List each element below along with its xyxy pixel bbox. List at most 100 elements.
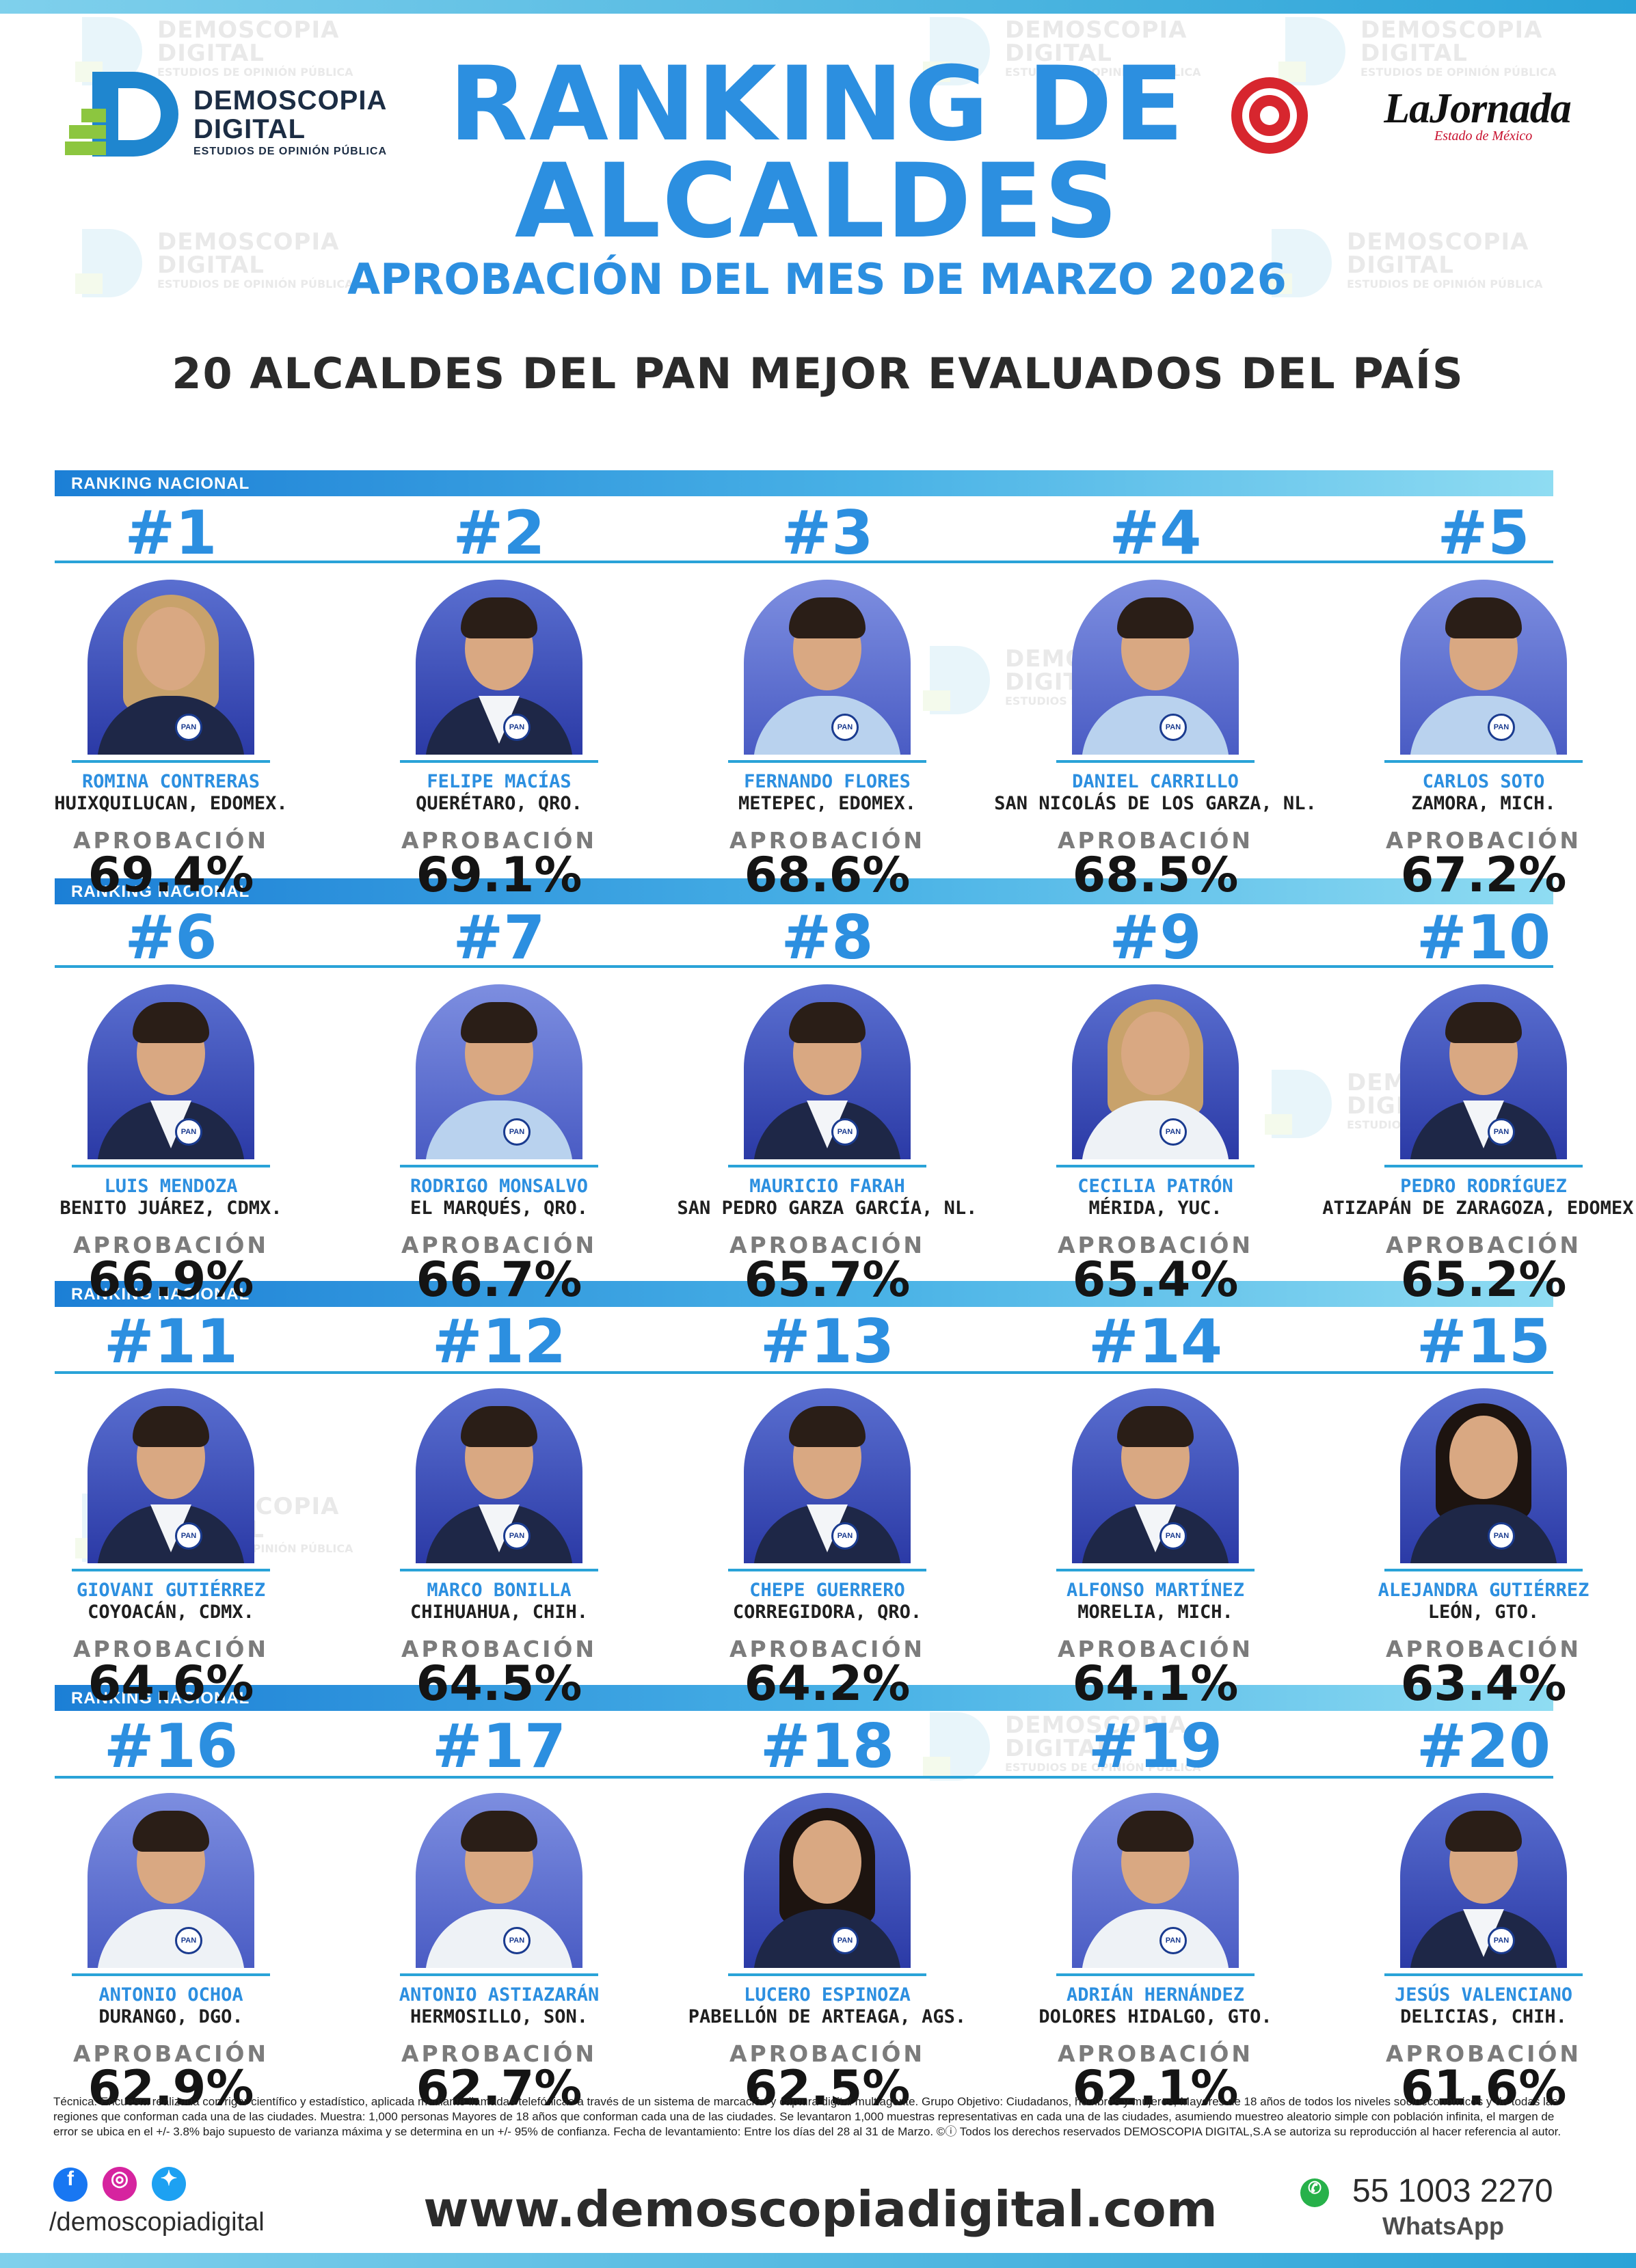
rank-number: #19 bbox=[1088, 1711, 1223, 1781]
approval-label: APROBACIÓN bbox=[72, 2040, 269, 2067]
rank-number: #8 bbox=[781, 902, 874, 973]
mayor-card[interactable]: #9 PAN CECILIA PATRÓN MÉRIDA, YUC. APROB… bbox=[1008, 904, 1302, 1307]
approval-value: 64.5% bbox=[416, 1656, 582, 1712]
mayor-card[interactable]: #19 PAN ADRIÁN HERNÁNDEZ DOLORES HIDALGO… bbox=[1008, 1711, 1302, 2116]
mayor-photo: PAN bbox=[1400, 580, 1567, 755]
mayor-name: LUIS MENDOZA bbox=[104, 1176, 238, 1197]
mayor-photo: PAN bbox=[1400, 1388, 1567, 1563]
rank-number: #13 bbox=[760, 1306, 895, 1377]
mayor-card[interactable]: #7 PAN RODRIGO MONSALVO EL MARQUÉS, QRO.… bbox=[352, 902, 646, 1307]
mayor-card[interactable]: #6 PAN LUIS MENDOZA BENITO JUÁREZ, CDMX.… bbox=[24, 904, 318, 1308]
mayor-city: EL MARQUÉS, QRO. bbox=[410, 1198, 589, 1219]
mayor-card[interactable]: #20 PAN JESÚS VALENCIANO DELICIAS, CHIH.… bbox=[1337, 1712, 1631, 2116]
divider bbox=[72, 760, 270, 763]
pan-badge-icon: PAN bbox=[503, 714, 531, 741]
mayor-card[interactable]: #2 PAN FELIPE MACÍAS QUERÉTARO, QRO. APR… bbox=[352, 499, 646, 902]
approval-value: 68.5% bbox=[1072, 847, 1239, 903]
social-handle[interactable]: /demoscopiadigital bbox=[49, 2208, 265, 2237]
whatsapp-icon[interactable]: ✆ bbox=[1300, 2178, 1329, 2207]
lajornada-logo[interactable]: LaJornada Estado de México bbox=[1229, 75, 1572, 154]
approval-label: APROBACIÓN bbox=[1385, 2040, 1582, 2067]
pan-badge-icon: PAN bbox=[175, 1927, 202, 1954]
approval-label: APROBACIÓN bbox=[1385, 1232, 1582, 1258]
divider bbox=[72, 1569, 270, 1571]
mayor-photo: PAN bbox=[88, 580, 254, 755]
mayor-card[interactable]: #17 PAN ANTONIO ASTIAZARÁN HERMOSILLO, S… bbox=[352, 1712, 646, 2116]
divider bbox=[400, 1973, 598, 1976]
mayor-name: RODRIGO MONSALVO bbox=[410, 1176, 589, 1197]
approval-value: 69.4% bbox=[88, 847, 254, 903]
mayor-name: CARLOS SOTO bbox=[1422, 771, 1545, 792]
website-link[interactable]: www.demoscopiadigital.com bbox=[423, 2181, 1218, 2238]
mayor-card[interactable]: #13 PAN CHEPE GUERRERO CORREGIDORA, QRO.… bbox=[680, 1306, 974, 1711]
mayor-name: ANTONIO OCHOA bbox=[98, 1984, 243, 2006]
rank-number: #10 bbox=[1416, 902, 1551, 973]
mayor-card[interactable]: #14 PAN ALFONSO MARTÍNEZ MORELIA, MICH. … bbox=[1008, 1308, 1302, 1711]
approval-label: APROBACIÓN bbox=[729, 827, 926, 854]
approval-label: APROBACIÓN bbox=[729, 1232, 926, 1258]
mayor-card[interactable]: #12 PAN MARCO BONILLA CHIHUAHUA, CHIH. A… bbox=[352, 1308, 646, 1711]
mayor-city: CORREGIDORA, QRO. bbox=[732, 1602, 922, 1623]
mayor-photo: PAN bbox=[744, 1388, 911, 1563]
mayor-city: DURANGO, DGO. bbox=[98, 2006, 243, 2027]
rank-number: #15 bbox=[1416, 1306, 1551, 1377]
mayor-city: METEPEC, EDOMEX. bbox=[738, 793, 917, 814]
approval-label: APROBACIÓN bbox=[1057, 1232, 1254, 1258]
mayor-city: QUERÉTARO, QRO. bbox=[416, 793, 582, 814]
approval-value: 68.6% bbox=[744, 847, 911, 903]
mayor-name: MAURICIO FARAH bbox=[749, 1176, 905, 1197]
mayor-card[interactable]: #5 PAN CARLOS SOTO ZAMORA, MICH. APROBAC… bbox=[1337, 499, 1631, 902]
mayor-city: DELICIAS, CHIH. bbox=[1400, 2006, 1567, 2027]
pan-badge-icon: PAN bbox=[831, 1927, 859, 1954]
mayor-city: DOLORES HIDALGO, GTO. bbox=[1038, 2006, 1272, 2027]
divider bbox=[1384, 1973, 1583, 1976]
page-title-line2: ALCALDES bbox=[514, 142, 1120, 261]
phone-number[interactable]: 55 1003 2270 bbox=[1352, 2173, 1553, 2209]
demoscopia-logo[interactable]: DEMOSCOPIA DIGITAL ESTUDIOS DE OPINIÓN P… bbox=[65, 65, 420, 167]
mayor-card[interactable]: #4 PAN DANIEL CARRILLO SAN NICOLÁS DE LO… bbox=[994, 499, 1316, 903]
mayor-name: LUCERO ESPINOZA bbox=[744, 1984, 911, 2006]
mayor-name: GIOVANI GUTIÉRREZ bbox=[76, 1580, 266, 1601]
rank-number: #18 bbox=[760, 1711, 895, 1781]
twitter-icon[interactable]: ✦ bbox=[152, 2167, 186, 2201]
approval-value: 62.7% bbox=[416, 2060, 582, 2116]
mayor-city: MÉRIDA, YUC. bbox=[1088, 1198, 1222, 1219]
divider bbox=[1056, 1569, 1255, 1571]
rank-number: #7 bbox=[453, 902, 546, 973]
ranking-bar: RANKING NACIONAL bbox=[55, 470, 1553, 496]
ranking-bar: RANKING NACIONAL bbox=[55, 1281, 1553, 1307]
mayor-card[interactable]: #16 PAN ANTONIO OCHOA DURANGO, DGO. APRO… bbox=[24, 1711, 318, 2116]
divider bbox=[728, 1165, 926, 1167]
mayor-card[interactable]: #18 PAN LUCERO ESPINOZA PABELLÓN DE ARTE… bbox=[680, 1711, 974, 2116]
divider bbox=[1056, 1165, 1255, 1167]
divider bbox=[55, 1371, 1553, 1374]
approval-value: 66.9% bbox=[88, 1252, 254, 1308]
pan-badge-icon: PAN bbox=[831, 1118, 859, 1146]
rank-number: #16 bbox=[103, 1711, 239, 1781]
approval-value: 65.4% bbox=[1072, 1252, 1239, 1308]
instagram-icon[interactable]: ◎ bbox=[103, 2167, 137, 2201]
facebook-icon[interactable]: f bbox=[53, 2168, 88, 2202]
mayor-name: MARCO BONILLA bbox=[427, 1580, 572, 1601]
mayor-card[interactable]: #3 PAN FERNANDO FLORES METEPEC, EDOMEX. … bbox=[680, 499, 974, 902]
mayor-photo: PAN bbox=[1072, 984, 1239, 1159]
divider bbox=[1056, 1973, 1255, 1976]
mayor-name: PEDRO RODRÍGUEZ bbox=[1400, 1176, 1567, 1197]
mayor-name: DANIEL CARRILLO bbox=[1072, 771, 1239, 792]
partner-subtitle: Estado de México bbox=[1434, 129, 1533, 144]
mayor-card[interactable]: #11 PAN GIOVANI GUTIÉRREZ COYOACÁN, CDMX… bbox=[24, 1308, 318, 1711]
pan-badge-icon: PAN bbox=[175, 714, 202, 741]
mayor-name: CECILIA PATRÓN bbox=[1077, 1176, 1233, 1197]
divider bbox=[1056, 760, 1255, 763]
mayor-card[interactable]: #1 PAN ROMINA CONTRERAS HUIXQUILUCAN, ED… bbox=[24, 498, 318, 903]
mayor-card[interactable]: #15 PAN ALEJANDRA GUTIÉRREZ LEÓN, GTO. A… bbox=[1337, 1306, 1631, 1712]
mayor-card[interactable]: #10 PAN PEDRO RODRÍGUEZ ATIZAPÁN DE ZARA… bbox=[1322, 902, 1636, 1308]
divider bbox=[400, 760, 598, 763]
section-headline: 20 ALCALDES DEL PAN MEJOR EVALUADOS DEL … bbox=[172, 349, 1464, 399]
mayor-city: PABELLÓN DE ARTEAGA, AGS. bbox=[688, 2006, 967, 2027]
pan-badge-icon: PAN bbox=[503, 1522, 531, 1550]
pan-badge-icon: PAN bbox=[1488, 1522, 1515, 1550]
mayor-name: JESÚS VALENCIANO bbox=[1394, 1984, 1573, 2006]
mayor-card[interactable]: #8 PAN MAURICIO FARAH SAN PEDRO GARZA GA… bbox=[678, 902, 978, 1308]
rank-number: #1 bbox=[124, 498, 217, 568]
